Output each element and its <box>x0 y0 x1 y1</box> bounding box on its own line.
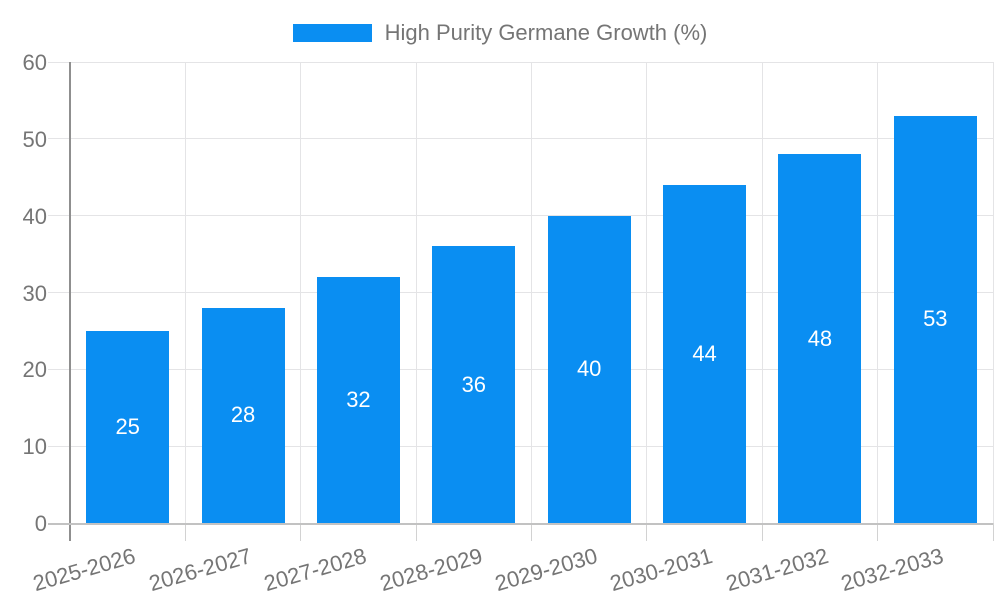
y-tick-label: 20 <box>22 357 47 383</box>
bar-value-label: 36 <box>461 371 487 397</box>
x-gridline <box>646 62 648 523</box>
legend-swatch-icon <box>292 24 372 42</box>
x-tick-label: 2029-2030 <box>492 543 601 597</box>
x-gridline <box>300 62 302 523</box>
legend-label: High Purity Germane Growth (%) <box>384 20 708 45</box>
x-gridline <box>531 62 532 523</box>
y-gridline <box>48 292 993 293</box>
x-tick-label: 2025-2026 <box>30 543 139 597</box>
x-tick-label: 2026-2027 <box>145 543 254 597</box>
x-gridline <box>415 62 417 523</box>
bar-value-label: 48 <box>807 325 833 351</box>
x-tick-mark <box>992 523 994 541</box>
y-gridline <box>48 215 993 217</box>
y-axis-line <box>69 62 71 541</box>
x-tick-mark <box>415 523 417 541</box>
bar[interactable] <box>432 246 516 523</box>
y-tick-label: 30 <box>22 280 47 306</box>
x-gridline <box>877 62 879 523</box>
x-tick-label: 2031-2032 <box>722 543 831 597</box>
x-gridline <box>184 62 186 523</box>
y-gridline <box>48 445 993 447</box>
x-tick-label: 2027-2028 <box>261 543 370 597</box>
x-tick-mark <box>184 523 186 541</box>
x-gridline <box>761 62 763 523</box>
y-tick-label: 10 <box>22 434 47 460</box>
x-tick-mark <box>531 523 532 541</box>
y-tick-label: 0 <box>34 511 47 536</box>
bar-value-label: 53 <box>923 306 948 332</box>
y-gridline <box>48 368 993 370</box>
x-gridline <box>992 62 994 523</box>
x-tick-label: 2032-2033 <box>838 543 947 597</box>
bar-value-label: 44 <box>692 340 717 366</box>
x-tick-label: 2028-2029 <box>376 543 485 597</box>
bar[interactable] <box>201 307 285 523</box>
x-tick-mark <box>646 523 648 541</box>
y-gridline <box>48 138 993 140</box>
legend-item[interactable]: High Purity Germane Growth (%) <box>292 20 708 45</box>
y-tick-label: 40 <box>22 203 47 229</box>
bar-value-label: 32 <box>346 387 371 413</box>
legend: High Purity Germane Growth (%) <box>0 20 1000 46</box>
bar-value-label: 28 <box>230 402 256 428</box>
bar-value-label: 25 <box>115 413 140 439</box>
y-tick-label: 50 <box>22 126 47 152</box>
x-axis-line <box>48 523 993 525</box>
bar[interactable] <box>547 215 631 523</box>
bar[interactable] <box>316 277 400 523</box>
bar-value-label: 40 <box>576 356 602 382</box>
x-tick-mark <box>761 523 763 541</box>
x-tick-label: 2030-2031 <box>607 543 716 597</box>
y-tick-label: 60 <box>22 50 47 75</box>
bar[interactable] <box>778 154 862 523</box>
bar[interactable] <box>86 330 170 523</box>
bar[interactable] <box>893 115 977 523</box>
y-gridline <box>48 61 993 63</box>
x-tick-mark <box>877 523 879 541</box>
x-tick-mark <box>300 523 302 541</box>
bar[interactable] <box>663 184 747 523</box>
